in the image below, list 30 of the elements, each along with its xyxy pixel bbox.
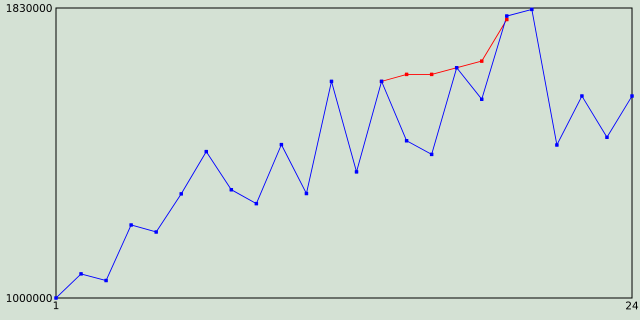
y-tick-label: 1830000 <box>6 4 52 12</box>
point <box>605 136 609 140</box>
point <box>204 150 208 154</box>
point <box>54 296 58 300</box>
point <box>404 72 408 76</box>
point <box>179 192 183 196</box>
point <box>430 72 434 76</box>
point <box>354 170 358 174</box>
point <box>430 152 434 156</box>
point <box>555 143 559 147</box>
point <box>404 139 408 143</box>
point <box>304 192 308 196</box>
point <box>230 188 234 192</box>
point <box>580 94 584 98</box>
point <box>480 59 484 63</box>
point <box>280 142 284 146</box>
point <box>79 272 83 276</box>
point <box>480 97 484 101</box>
point <box>630 94 634 98</box>
point <box>129 223 133 227</box>
x-tick-label: 1 <box>54 302 58 310</box>
point <box>505 14 509 18</box>
point <box>104 278 108 282</box>
point <box>154 230 158 234</box>
point <box>254 202 258 206</box>
point <box>330 80 334 84</box>
point <box>505 18 509 22</box>
x-tick-label: 24 <box>626 302 638 310</box>
y-tick-label: 1000000 <box>6 294 52 302</box>
point <box>530 8 534 12</box>
